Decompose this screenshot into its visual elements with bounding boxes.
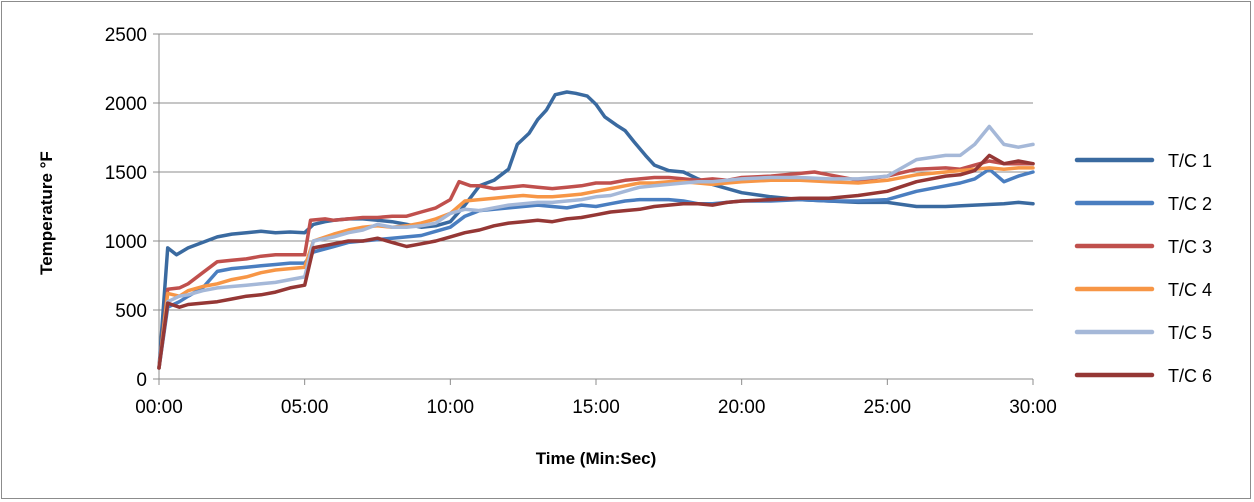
gridlines [159,33,1033,311]
y-tick-label: 500 [115,301,147,322]
y-tick-label: 0 [136,370,147,391]
legend-label: T/C 2 [1168,194,1212,214]
x-tick-label: 15:00 [572,397,620,418]
x-tick-label: 05:00 [281,397,329,418]
x-axis-title: Time (Min:Sec) [536,449,657,468]
x-tick-label: 20:00 [718,397,766,418]
series-line-4 [157,166,1035,370]
series-line-5 [157,124,1035,370]
x-tick-label: 00:00 [135,397,183,418]
legend-label: T/C 5 [1168,323,1212,343]
y-tick-label: 2500 [105,25,147,46]
legend-label: T/C 1 [1168,151,1212,171]
y-axis-title: Temperature °F [37,151,56,275]
y-tick-label: 2000 [105,94,147,115]
x-tick-label: 10:00 [427,397,475,418]
legend: T/C 1 T/C 2 T/C 3 T/C 4 T/C 5 T/C 6 [1074,151,1212,386]
legend-label: T/C 6 [1168,366,1212,386]
legend-label: T/C 3 [1168,237,1212,257]
x-tick-label: 30:00 [1009,397,1057,418]
y-tick-label: 1000 [105,232,147,253]
series-line-6 [157,153,1035,370]
x-tick-label: 25:00 [864,397,912,418]
y-tick-label: 1500 [105,163,147,184]
axes: 0 500 1000 1500 2000 2500 00:00 05:00 10:00 15:00… [105,25,1057,418]
legend-label: T/C 4 [1168,280,1212,300]
series-line-1 [157,90,1035,370]
series-line-2 [157,167,1035,370]
series-lines [157,90,1035,370]
